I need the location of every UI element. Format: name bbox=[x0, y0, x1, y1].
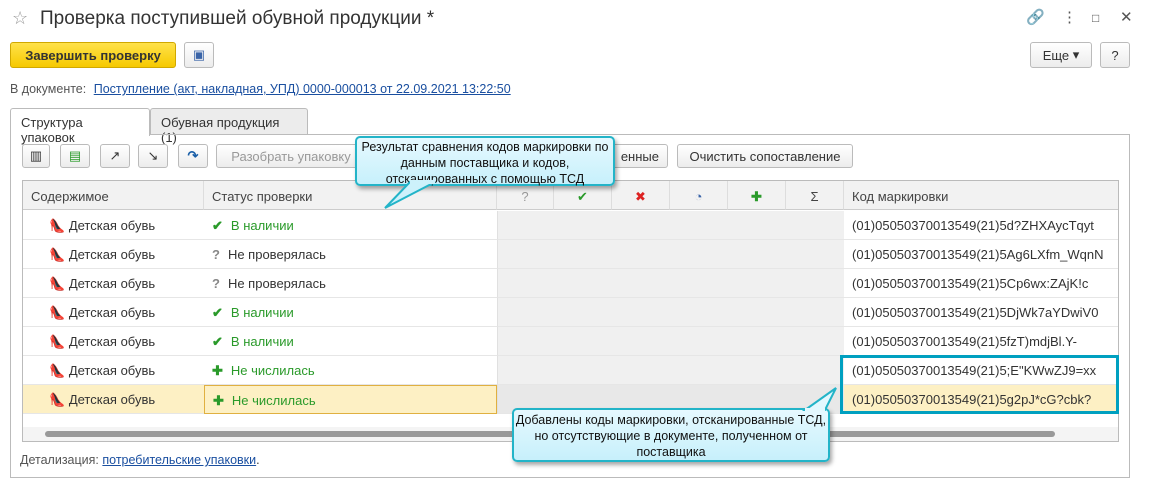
counters-cell bbox=[497, 240, 844, 269]
header-code[interactable]: Код маркировки bbox=[844, 181, 1118, 210]
shoe-icon: 👠 bbox=[49, 305, 66, 320]
tab-shoes[interactable]: Обувная продукция (1) bbox=[150, 108, 308, 145]
status-text: В наличии bbox=[230, 334, 294, 349]
counters-cell bbox=[497, 298, 844, 327]
unpack-button[interactable]: Разобрать упаковку bbox=[216, 144, 366, 168]
shoe-icon: 👠 bbox=[49, 247, 66, 262]
plus-icon: ✚ bbox=[212, 363, 223, 378]
redo-icon[interactable]: ↷ bbox=[178, 144, 208, 168]
table-row[interactable]: 👠 Детская обувь bbox=[23, 298, 204, 327]
finish-check-button[interactable]: Завершить проверку bbox=[10, 42, 176, 68]
status-text: Не проверялась bbox=[227, 247, 326, 262]
shoe-icon: 👠 bbox=[49, 218, 66, 233]
content-cell: Детская обувь bbox=[68, 305, 156, 320]
content-cell: Детская обувь bbox=[68, 247, 156, 262]
load-icon[interactable]: ▤ bbox=[60, 144, 90, 168]
callout-added: Добавлены коды маркировки, отсканированн… bbox=[512, 408, 830, 462]
content-cell: Детская обувь bbox=[68, 276, 156, 291]
question-icon: ? bbox=[212, 247, 220, 262]
status-cell[interactable]: ✔ В наличии bbox=[204, 327, 497, 356]
more-icon[interactable]: ⋮ bbox=[1062, 9, 1077, 26]
status-text: Не числилась bbox=[231, 393, 316, 408]
table-row[interactable]: 👠 Детская обувь bbox=[23, 327, 204, 356]
counters-cell bbox=[497, 211, 844, 240]
detail-dot: . bbox=[256, 453, 260, 467]
question-icon: ? bbox=[212, 276, 220, 291]
callout-pointer bbox=[384, 180, 436, 209]
table-row[interactable]: 👠 Детская обувь bbox=[23, 356, 204, 385]
status-text: В наличии bbox=[230, 218, 294, 233]
close-icon[interactable]: ✕ bbox=[1120, 9, 1133, 26]
detail-link[interactable]: потребительские упаковки bbox=[102, 453, 257, 467]
check-icon: ✔ bbox=[212, 305, 223, 320]
maximize-icon[interactable]: □ bbox=[1092, 11, 1100, 25]
content-cell: Детская обувь bbox=[68, 218, 156, 233]
counters-cell bbox=[497, 269, 844, 298]
clock-icon[interactable]: ◔ bbox=[670, 181, 728, 210]
status-cell[interactable]: ✔ В наличии bbox=[204, 298, 497, 327]
shoe-icon: 👠 bbox=[49, 363, 66, 378]
content-cell: Детская обувь bbox=[68, 334, 156, 349]
code-cell[interactable]: (01)05050370013549(21)5Cp6wx:ZAjK!c bbox=[844, 269, 1118, 298]
code-cell[interactable]: (01)05050370013549(21)5g2pJ*cG?cbk? bbox=[844, 385, 1118, 414]
help-button[interactable]: ? bbox=[1100, 42, 1130, 68]
cross-icon[interactable]: ✖ bbox=[612, 181, 670, 210]
check-icon: ✔ bbox=[212, 334, 223, 349]
sigma-icon[interactable]: Σ bbox=[786, 181, 844, 210]
barcode-search-icon[interactable]: ▥ bbox=[22, 144, 50, 168]
tab-panel bbox=[10, 134, 1130, 478]
table-row[interactable]: 👠 Детская обувь bbox=[23, 211, 204, 240]
status-cell[interactable]: ? Не проверялась bbox=[204, 269, 497, 298]
status-cell[interactable]: ✔ В наличии bbox=[204, 211, 497, 240]
content-cell: Детская обувь bbox=[68, 392, 156, 407]
code-cell[interactable]: (01)05050370013549(21)5d?ZHXAycTqyt bbox=[844, 211, 1118, 240]
code-cell[interactable]: (01)05050370013549(21)5;E"KWwZJ9=xx bbox=[844, 356, 1118, 385]
plus-icon[interactable]: ✚ bbox=[728, 181, 786, 210]
header-content[interactable]: Содержимое bbox=[23, 181, 204, 210]
status-cell[interactable]: ✚ Не числилась bbox=[204, 356, 497, 385]
link-icon[interactable]: 🔗 bbox=[1026, 9, 1045, 26]
plus-icon: ✚ bbox=[213, 393, 224, 408]
table-row[interactable]: 👠 Детская обувь bbox=[23, 269, 204, 298]
code-cell[interactable]: (01)05050370013549(21)5Ag6LXfm_WqnN bbox=[844, 240, 1118, 269]
code-cell[interactable]: (01)05050370013549(21)5fzT)mdjBl.Y- bbox=[844, 327, 1118, 356]
tab-structure[interactable]: Структура упаковок bbox=[10, 108, 150, 145]
document-link[interactable]: Поступление (акт, накладная, УПД) 0000-0… bbox=[93, 82, 511, 96]
tsd-download-icon[interactable]: ↘ bbox=[138, 144, 168, 168]
callout-pointer bbox=[801, 387, 837, 412]
table-row[interactable]: 👠 Детская обувь bbox=[23, 240, 204, 269]
more-button[interactable]: Еще ▾ bbox=[1030, 42, 1092, 68]
code-cell[interactable]: (01)05050370013549(21)5DjWk7aYDwiV0 bbox=[844, 298, 1118, 327]
status-text: Не проверялась bbox=[227, 276, 326, 291]
status-cell[interactable]: ? Не проверялась bbox=[204, 240, 497, 269]
detail-label: Детализация: bbox=[20, 453, 99, 467]
content-cell: Детская обувь bbox=[68, 363, 156, 378]
shoe-icon: 👠 bbox=[49, 276, 66, 291]
counters-cell bbox=[497, 356, 844, 385]
table-row[interactable]: 👠 Детская обувь bbox=[23, 385, 204, 414]
more-label: Еще bbox=[1042, 47, 1070, 63]
shoe-icon: 👠 bbox=[49, 334, 66, 349]
save-icon[interactable]: ▣ bbox=[184, 42, 214, 68]
status-text: Не числилась bbox=[230, 363, 315, 378]
status-cell[interactable]: ✚ Не числилась bbox=[204, 385, 497, 414]
clear-matching-button[interactable]: Очистить сопоставление bbox=[677, 144, 853, 168]
document-label: В документе: bbox=[10, 82, 87, 96]
status-text: В наличии bbox=[230, 305, 294, 320]
window-title: Проверка поступившей обувной продукции * bbox=[40, 8, 435, 29]
tsd-upload-icon[interactable]: ↗ bbox=[100, 144, 130, 168]
favorite-star-icon[interactable]: ☆ bbox=[12, 8, 29, 28]
highlight-box bbox=[840, 355, 1119, 414]
shoe-icon: 👠 bbox=[49, 392, 66, 407]
counters-cell bbox=[497, 327, 844, 356]
callout-comparison: Результат сравнения кодов маркировки по … bbox=[355, 136, 615, 186]
check-icon: ✔ bbox=[212, 218, 223, 233]
